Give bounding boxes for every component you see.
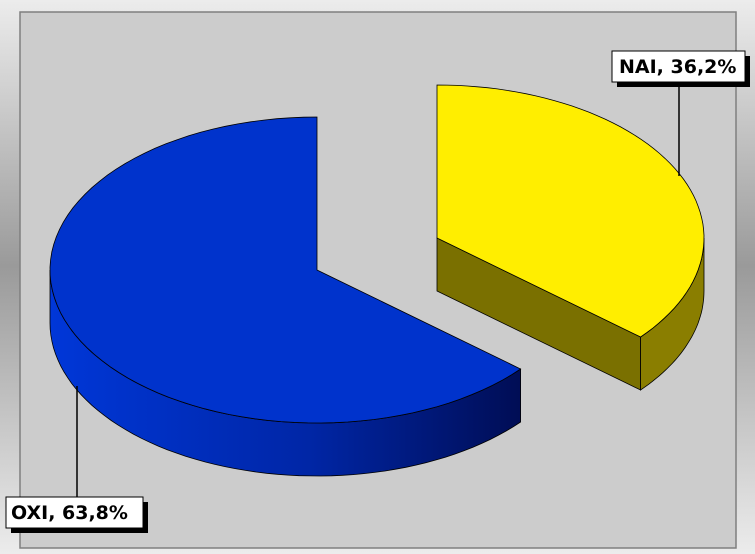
oxi-label-box <box>5 496 144 529</box>
oxi-data-label: OXI, 63,8% <box>5 496 148 533</box>
oxi-label-text: OXI, 63,8% <box>11 502 128 524</box>
nai-label-text: NAI, 36,2% <box>619 56 736 78</box>
pie-slices <box>49 84 705 477</box>
nai-data-label: NAI, 36,2% <box>611 50 750 87</box>
nai-label-box <box>611 50 746 83</box>
oxi-slice <box>49 116 522 424</box>
